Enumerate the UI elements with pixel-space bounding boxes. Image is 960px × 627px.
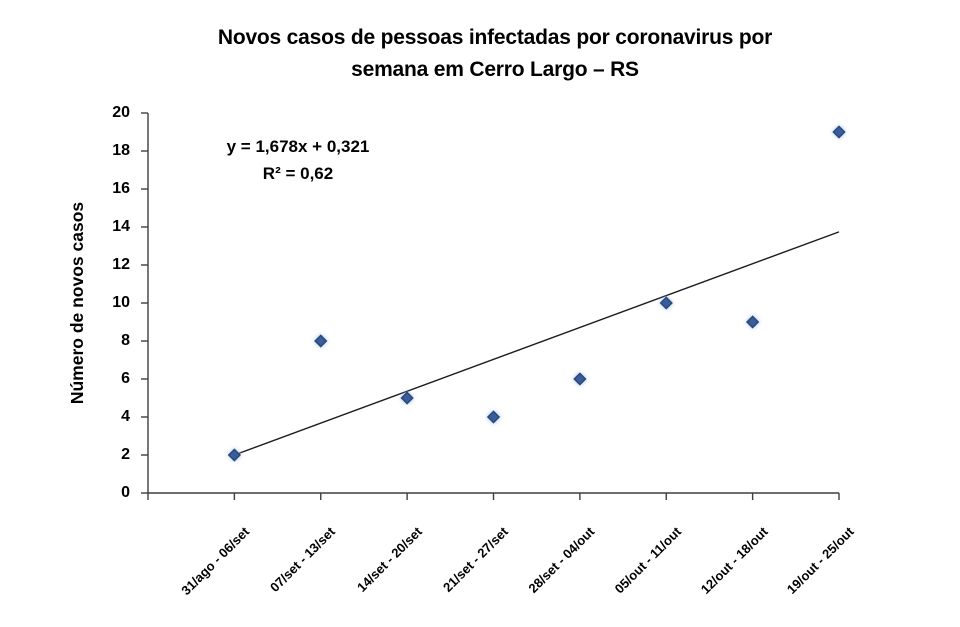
y-axis-tick-label: 2: [121, 446, 130, 463]
y-axis-tick-label: 0: [121, 484, 130, 501]
y-axis-tick-label: 4: [121, 408, 130, 425]
chart-title-line-1: Novos casos de pessoas infectadas por co…: [217, 26, 773, 49]
data-point-marker: [400, 391, 414, 405]
y-axis-tick-label: 16: [112, 180, 130, 197]
r-squared-label: R² = 0,62: [262, 164, 334, 183]
y-axis-tick-label: 10: [112, 294, 130, 311]
trendline: [234, 231, 840, 456]
data-point-marker: [314, 334, 328, 348]
chart-title: Novos casos de pessoas infectadas por co…: [30, 22, 960, 86]
y-axis-tick-label: 12: [112, 256, 130, 273]
y-axis-tick-label: 18: [112, 142, 130, 159]
y-axis-tick-label: 8: [121, 332, 130, 349]
trendline-equation-label: y = 1,678x + 0,321: [226, 137, 370, 156]
y-axis-tick-label: 14: [112, 218, 130, 235]
chart-title-line-2: semana em Cerro Largo – RS: [351, 58, 639, 81]
y-axis-tick-label: 20: [112, 104, 130, 121]
data-point-marker: [832, 125, 846, 139]
y-axis-tick-label: 6: [121, 370, 130, 387]
data-point-marker: [745, 315, 760, 329]
data-point-marker: [573, 372, 587, 386]
data-point-marker: [486, 410, 501, 424]
data-point-marker: [227, 448, 242, 462]
data-point-marker: [659, 296, 673, 310]
trendline-annotation: y = 1,678x + 0,321 R² = 0,62: [178, 133, 418, 187]
